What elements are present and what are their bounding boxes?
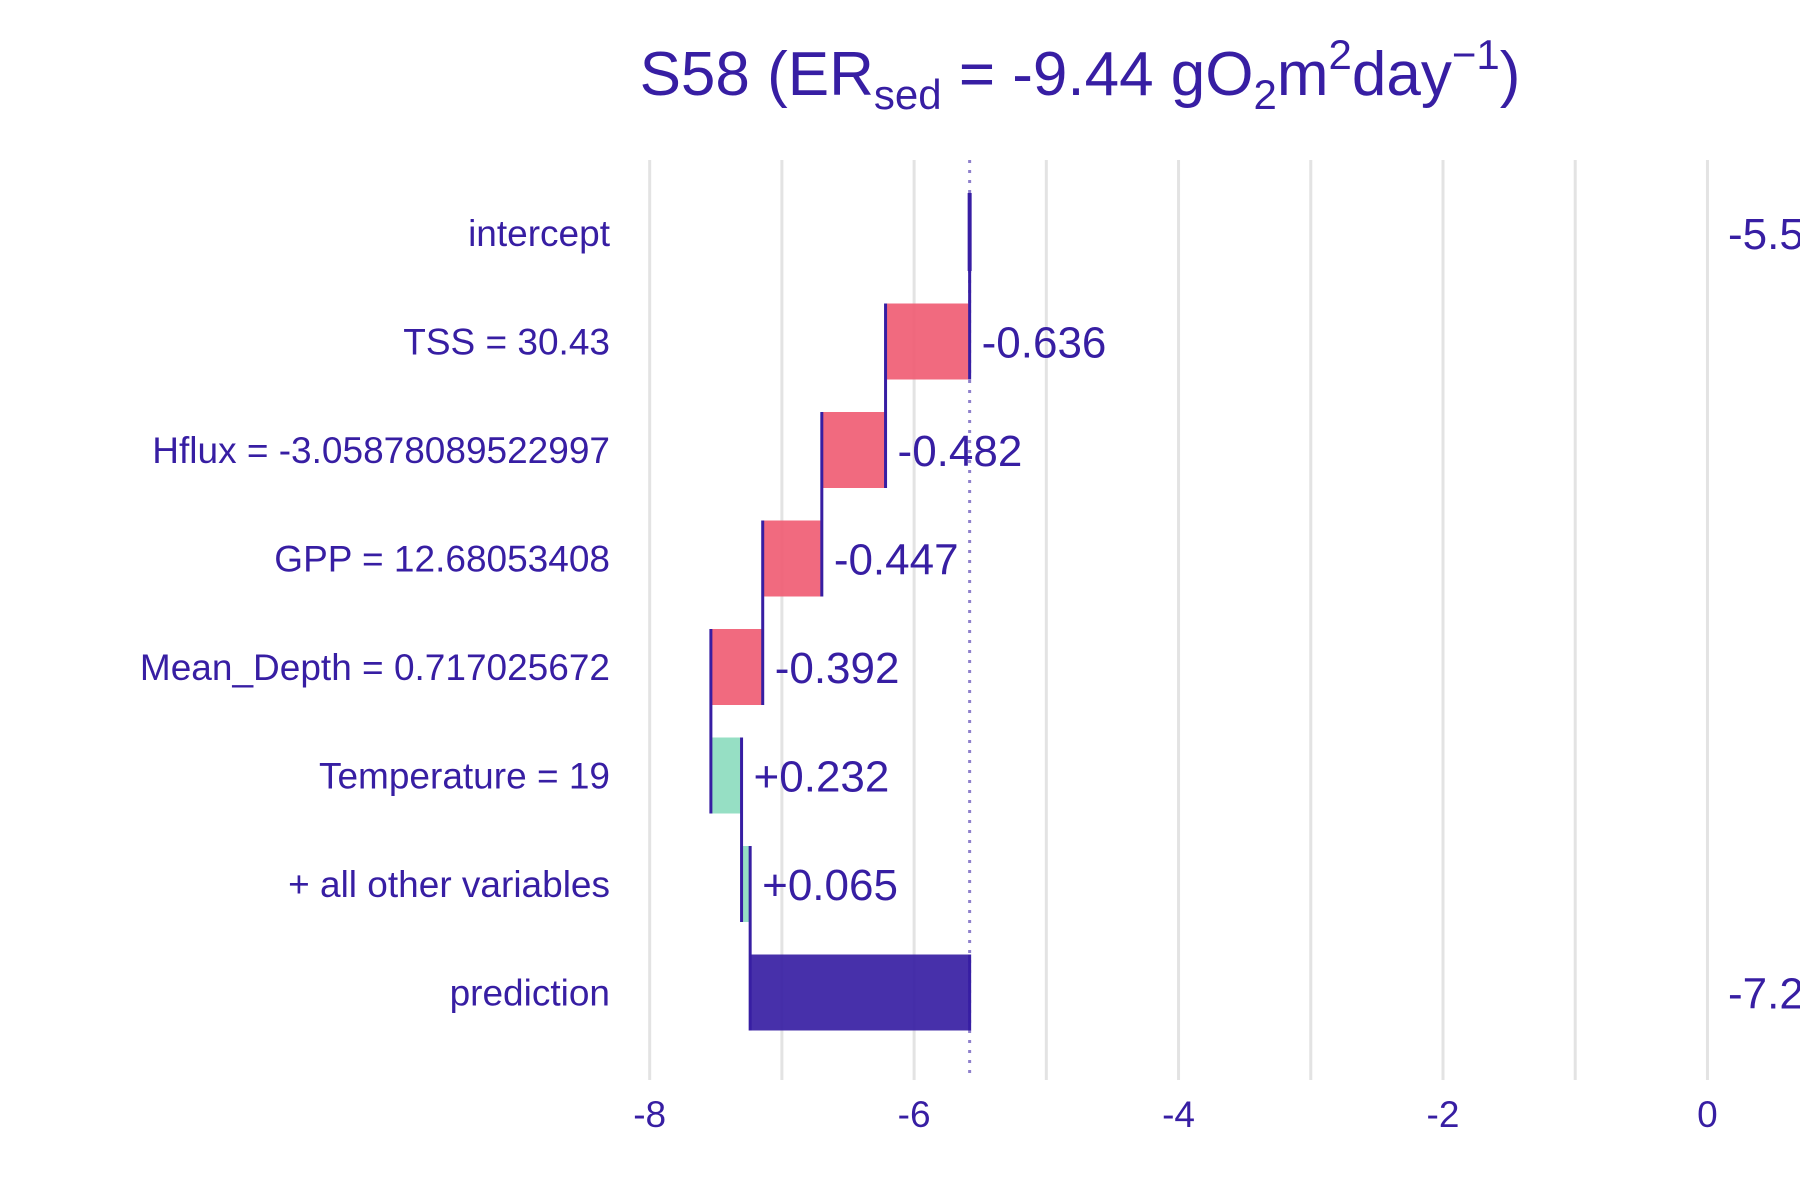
value-label: -0.392 xyxy=(775,644,900,693)
value-label: +0.232 xyxy=(754,753,890,802)
x-tick-label: -4 xyxy=(1162,1094,1195,1135)
x-tick-label: -8 xyxy=(633,1094,666,1135)
row-label: Temperature = 19 xyxy=(319,756,610,797)
value-label: -0.636 xyxy=(982,319,1107,368)
value-label: -0.482 xyxy=(898,427,1023,476)
value-label: -5.5 xyxy=(1728,210,1800,259)
row-label: Mean_Depth = 0.717025672 xyxy=(140,647,610,688)
grid-lines xyxy=(648,160,1709,1080)
bar-positive xyxy=(710,737,742,814)
bar-negative xyxy=(885,303,970,380)
row-label: GPP = 12.68053408 xyxy=(274,539,610,580)
x-tick-label: -6 xyxy=(898,1094,931,1135)
value-label: -0.447 xyxy=(834,536,959,585)
bar-negative xyxy=(710,629,763,705)
value-label: +0.065 xyxy=(762,861,898,910)
row-label: intercept xyxy=(468,213,611,254)
value-labels: -5.5 -0.636 -0.482 -0.447 -0.392 +0.232 +0.065… xyxy=(754,210,1800,1019)
x-tick-label: 0 xyxy=(1697,1094,1718,1135)
bar-prediction xyxy=(750,954,970,1031)
row-label: + all other variables xyxy=(288,864,610,905)
row-label: TSS = 30.43 xyxy=(403,322,610,363)
bar-negative xyxy=(762,520,822,597)
bar-positive xyxy=(741,846,751,922)
value-label: -7.2 xyxy=(1728,970,1800,1019)
row-labels: intercept TSS = 30.43 Hflux = -3.058780895… xyxy=(140,213,611,1014)
row-label: prediction xyxy=(450,973,610,1014)
row-label: Hflux = -3.05878089522997 xyxy=(152,430,610,471)
x-tick-label: -2 xyxy=(1427,1094,1460,1135)
chart-title: S58 (ERsed = -9.44 gO2m2day−1) xyxy=(640,31,1521,118)
bars xyxy=(709,193,972,1031)
x-axis: -8 -6 -4 -2 0 xyxy=(633,1094,1718,1135)
bar-negative xyxy=(821,412,886,488)
